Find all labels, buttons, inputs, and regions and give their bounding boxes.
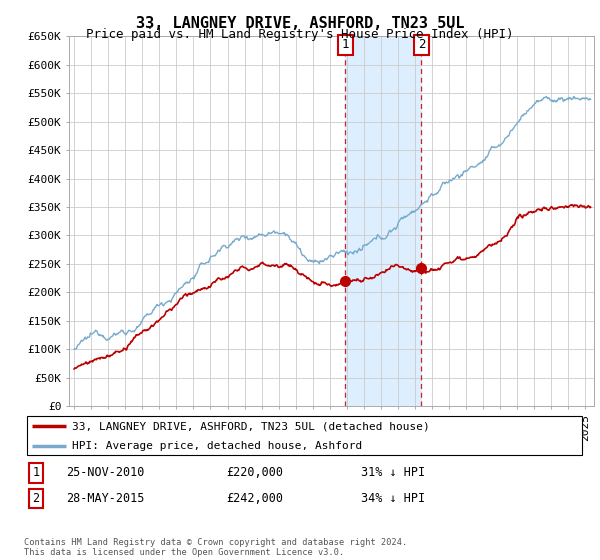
- Text: 25-NOV-2010: 25-NOV-2010: [66, 466, 145, 479]
- Bar: [345, 36, 421, 406]
- Text: 2: 2: [32, 492, 40, 505]
- Text: HPI: Average price, detached house, Ashford: HPI: Average price, detached house, Ashf…: [71, 441, 362, 451]
- Text: 34% ↓ HPI: 34% ↓ HPI: [361, 492, 425, 505]
- Text: Contains HM Land Registry data © Crown copyright and database right 2024.
This d: Contains HM Land Registry data © Crown c…: [24, 538, 407, 557]
- Text: 1: 1: [341, 39, 349, 52]
- Text: 33, LANGNEY DRIVE, ASHFORD, TN23 5UL (detached house): 33, LANGNEY DRIVE, ASHFORD, TN23 5UL (de…: [71, 421, 430, 431]
- Text: £242,000: £242,000: [226, 492, 283, 505]
- Text: 2: 2: [418, 39, 425, 52]
- Text: Price paid vs. HM Land Registry's House Price Index (HPI): Price paid vs. HM Land Registry's House …: [86, 28, 514, 41]
- Text: £220,000: £220,000: [226, 466, 283, 479]
- Text: 28-MAY-2015: 28-MAY-2015: [66, 492, 145, 505]
- FancyBboxPatch shape: [27, 416, 582, 455]
- Text: 1: 1: [32, 466, 40, 479]
- Text: 31% ↓ HPI: 31% ↓ HPI: [361, 466, 425, 479]
- Text: 33, LANGNEY DRIVE, ASHFORD, TN23 5UL: 33, LANGNEY DRIVE, ASHFORD, TN23 5UL: [136, 16, 464, 31]
